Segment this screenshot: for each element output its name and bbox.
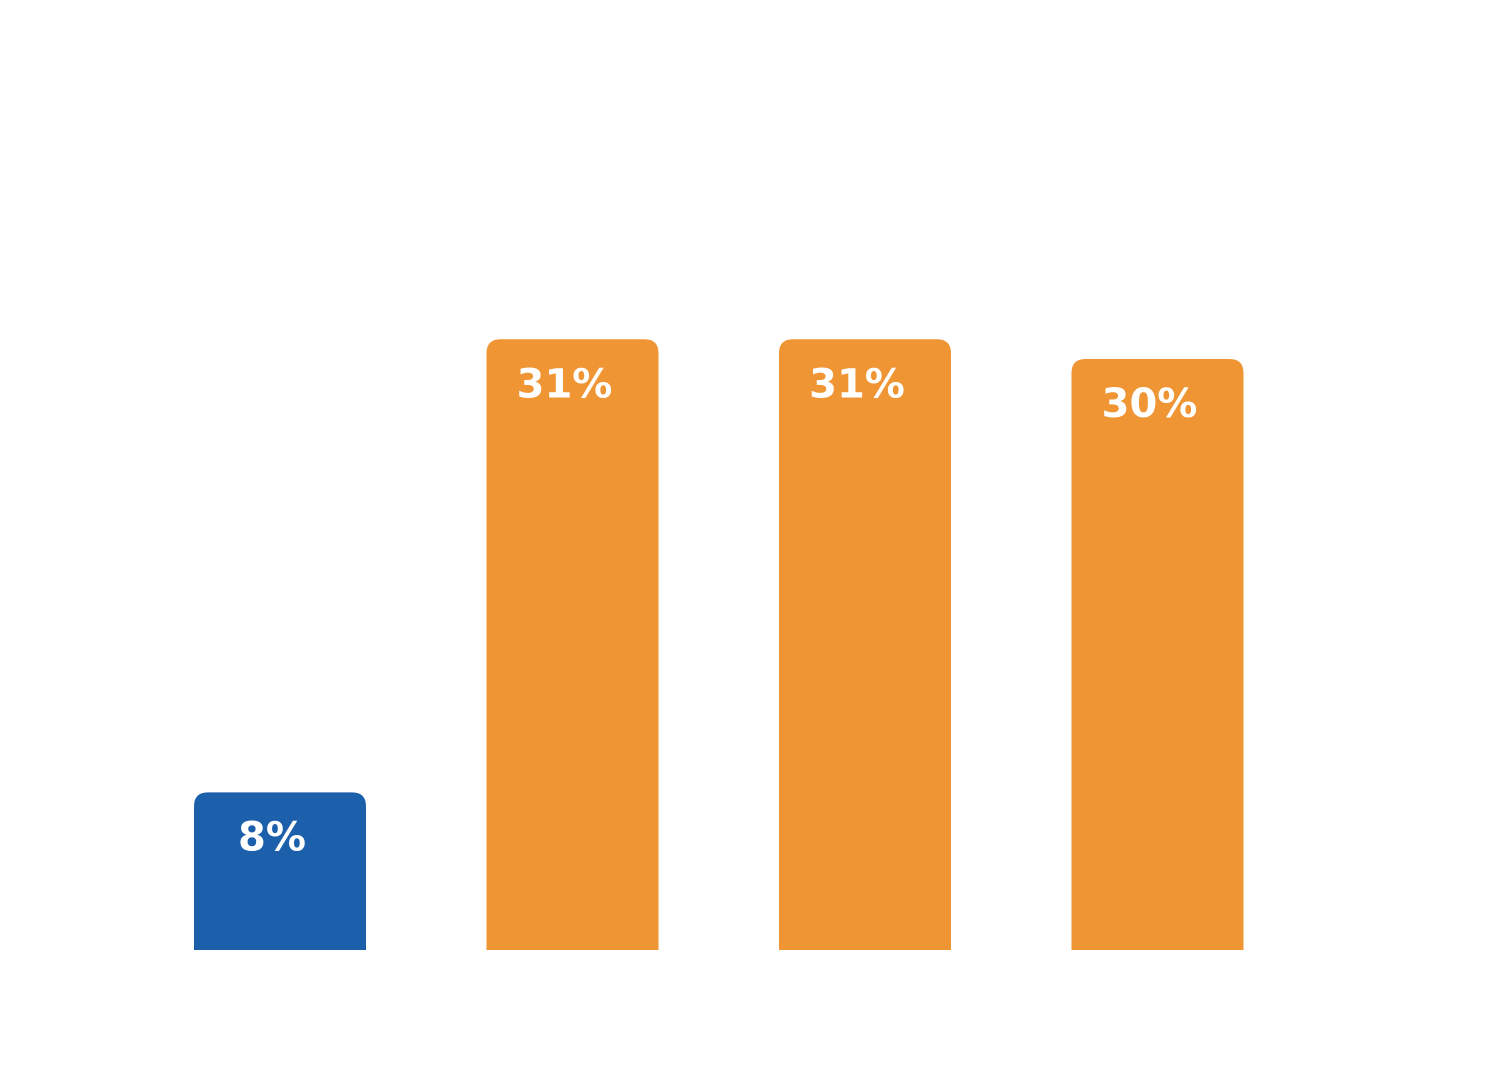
bar-label-4: 30%: [1102, 381, 1198, 427]
bar-4: [1071, 359, 1244, 950]
bar-labels-group: 8% 31% 31% 30%: [238, 361, 1197, 860]
bar-1: [194, 792, 366, 950]
bar-label-3: 31%: [809, 361, 905, 407]
bar-2: [486, 339, 659, 950]
bar-3: [779, 339, 951, 950]
bar-label-1: 8%: [238, 814, 306, 860]
bars-group: [194, 339, 1244, 950]
bar-label-2: 31%: [517, 361, 613, 407]
